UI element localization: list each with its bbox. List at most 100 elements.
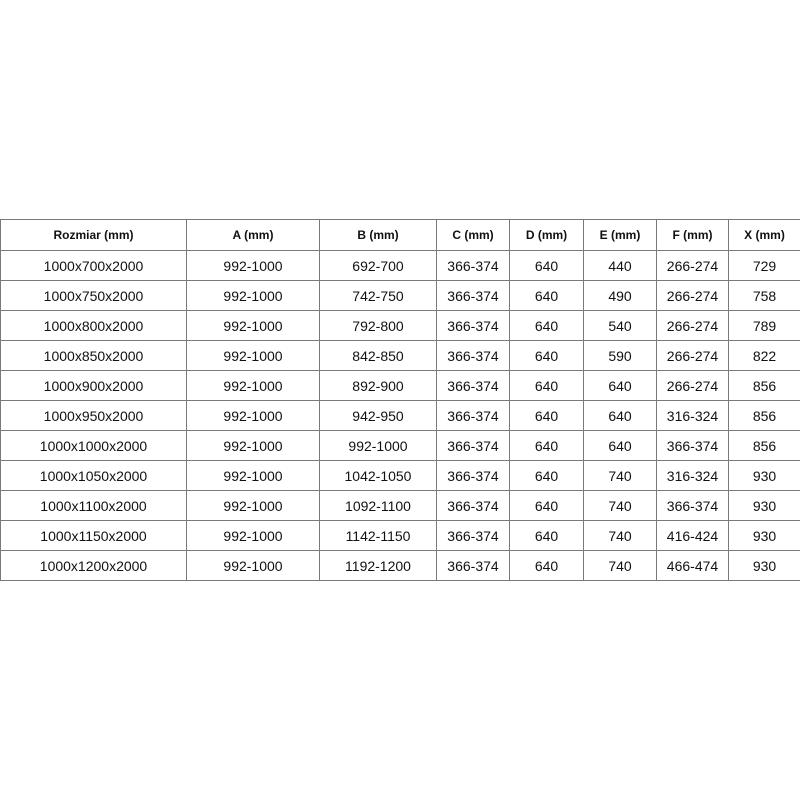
table-cell: 266-274 (656, 340, 729, 371)
table-cell: 992-1000 (186, 460, 320, 491)
table-cell: 640 (583, 370, 657, 401)
table-cell: 740 (583, 460, 657, 491)
table-cell: 1092-1100 (319, 490, 437, 521)
table-cell: 740 (583, 520, 657, 551)
table-cell: 930 (728, 460, 800, 491)
table-cell: 640 (583, 400, 657, 431)
column-header: X (mm) (728, 219, 800, 251)
table-cell: 856 (728, 430, 800, 461)
table-cell: 992-1000 (186, 250, 320, 281)
table-cell: 316-324 (656, 460, 729, 491)
table-cell: 1000x950x2000 (0, 400, 187, 431)
table-cell: 1000x900x2000 (0, 370, 187, 401)
table-row: 1000x950x2000 992-1000 942-950 366-374 640 64… (0, 400, 800, 431)
table-cell: 1042-1050 (319, 460, 437, 491)
table-cell: 466-474 (656, 550, 729, 581)
table-cell: 822 (728, 340, 800, 371)
table-cell: 1000x750x2000 (0, 280, 187, 311)
table-cell: 992-1000 (186, 280, 320, 311)
table-cell: 366-374 (436, 490, 510, 521)
table-cell: 992-1000 (319, 430, 437, 461)
table-row: 1000x850x2000 992-1000 842-850 366-374 640 59… (0, 340, 800, 371)
table-cell: 758 (728, 280, 800, 311)
column-header: B (mm) (319, 219, 437, 251)
table-row: 1000x900x2000 992-1000 892-900 366-374 640 64… (0, 370, 800, 401)
table-cell: 729 (728, 250, 800, 281)
table-row: 1000x1100x2000 992-1000 1092-1100 366-374 64… (0, 490, 800, 521)
table-cell: 1142-1150 (319, 520, 437, 551)
table-cell: 366-374 (656, 490, 729, 521)
table-cell: 992-1000 (186, 520, 320, 551)
table-cell: 266-274 (656, 250, 729, 281)
table-cell: 366-374 (436, 520, 510, 551)
table-cell: 316-324 (656, 400, 729, 431)
table-cell: 440 (583, 250, 657, 281)
column-header: D (mm) (509, 219, 584, 251)
table-cell: 930 (728, 550, 800, 581)
column-header: E (mm) (583, 219, 657, 251)
table-cell: 842-850 (319, 340, 437, 371)
table-cell: 640 (583, 430, 657, 461)
table-cell: 992-1000 (186, 370, 320, 401)
column-header: C (mm) (436, 219, 510, 251)
table-cell: 1000x1200x2000 (0, 550, 187, 581)
table-cell: 266-274 (656, 370, 729, 401)
table-cell: 1000x850x2000 (0, 340, 187, 371)
table-cell: 992-1000 (186, 400, 320, 431)
table-cell: 942-950 (319, 400, 437, 431)
table-cell: 266-274 (656, 310, 729, 341)
table-cell: 1000x1000x2000 (0, 430, 187, 461)
table-row: 1000x800x2000 992-1000 792-800 366-374 640 54… (0, 310, 800, 341)
table-cell: 366-374 (436, 310, 510, 341)
table-cell: 930 (728, 490, 800, 521)
table-cell: 366-374 (436, 430, 510, 461)
table-cell: 992-1000 (186, 430, 320, 461)
table-cell: 640 (509, 400, 584, 431)
table-cell: 490 (583, 280, 657, 311)
table-cell: 640 (509, 520, 584, 551)
table-cell: 930 (728, 520, 800, 551)
table-cell: 992-1000 (186, 310, 320, 341)
table-cell: 416-424 (656, 520, 729, 551)
table-cell: 640 (509, 250, 584, 281)
table-row: 1000x700x2000 992-1000 692-700 366-374 640 44… (0, 250, 800, 281)
table-cell: 366-374 (436, 340, 510, 371)
table-cell: 992-1000 (186, 340, 320, 371)
table-row: 1000x750x2000 992-1000 742-750 366-374 640 49… (0, 280, 800, 311)
table-cell: 366-374 (436, 280, 510, 311)
table-cell: 640 (509, 310, 584, 341)
column-header: A (mm) (186, 219, 320, 251)
table-cell: 366-374 (436, 550, 510, 581)
table-cell: 742-750 (319, 280, 437, 311)
table-cell: 640 (509, 460, 584, 491)
table-cell: 792-800 (319, 310, 437, 341)
table-cell: 992-1000 (186, 490, 320, 521)
table-cell: 366-374 (436, 400, 510, 431)
table-cell: 856 (728, 370, 800, 401)
table-cell: 1000x800x2000 (0, 310, 187, 341)
table-cell: 1000x1050x2000 (0, 460, 187, 491)
table-cell: 640 (509, 490, 584, 521)
table-cell: 789 (728, 310, 800, 341)
table-row: 1000x1000x2000 992-1000 992-1000 366-374 640… (0, 430, 800, 461)
table-cell: 540 (583, 310, 657, 341)
dimensions-table: Rozmiar (mm) A (mm) B (mm) C (mm) D (mm) E (m… (0, 219, 800, 581)
table-cell: 892-900 (319, 370, 437, 401)
table-cell: 640 (509, 430, 584, 461)
table-row: 1000x1200x2000 992-1000 1192-1200 366-374 64… (0, 550, 800, 581)
table-cell: 366-374 (436, 250, 510, 281)
table-cell: 640 (509, 550, 584, 581)
table-cell: 856 (728, 400, 800, 431)
table-cell: 1192-1200 (319, 550, 437, 581)
table-cell: 1000x1150x2000 (0, 520, 187, 551)
column-header: Rozmiar (mm) (0, 219, 187, 251)
table-cell: 992-1000 (186, 550, 320, 581)
table-cell: 740 (583, 490, 657, 521)
table-row: 1000x1050x2000 992-1000 1042-1050 366-374 64… (0, 460, 800, 491)
table-cell: 1000x1100x2000 (0, 490, 187, 521)
table-cell: 366-374 (656, 430, 729, 461)
table-header-row: Rozmiar (mm) A (mm) B (mm) C (mm) D (mm) E (m… (0, 219, 800, 251)
table-cell: 266-274 (656, 280, 729, 311)
table-cell: 366-374 (436, 370, 510, 401)
table-cell: 640 (509, 370, 584, 401)
